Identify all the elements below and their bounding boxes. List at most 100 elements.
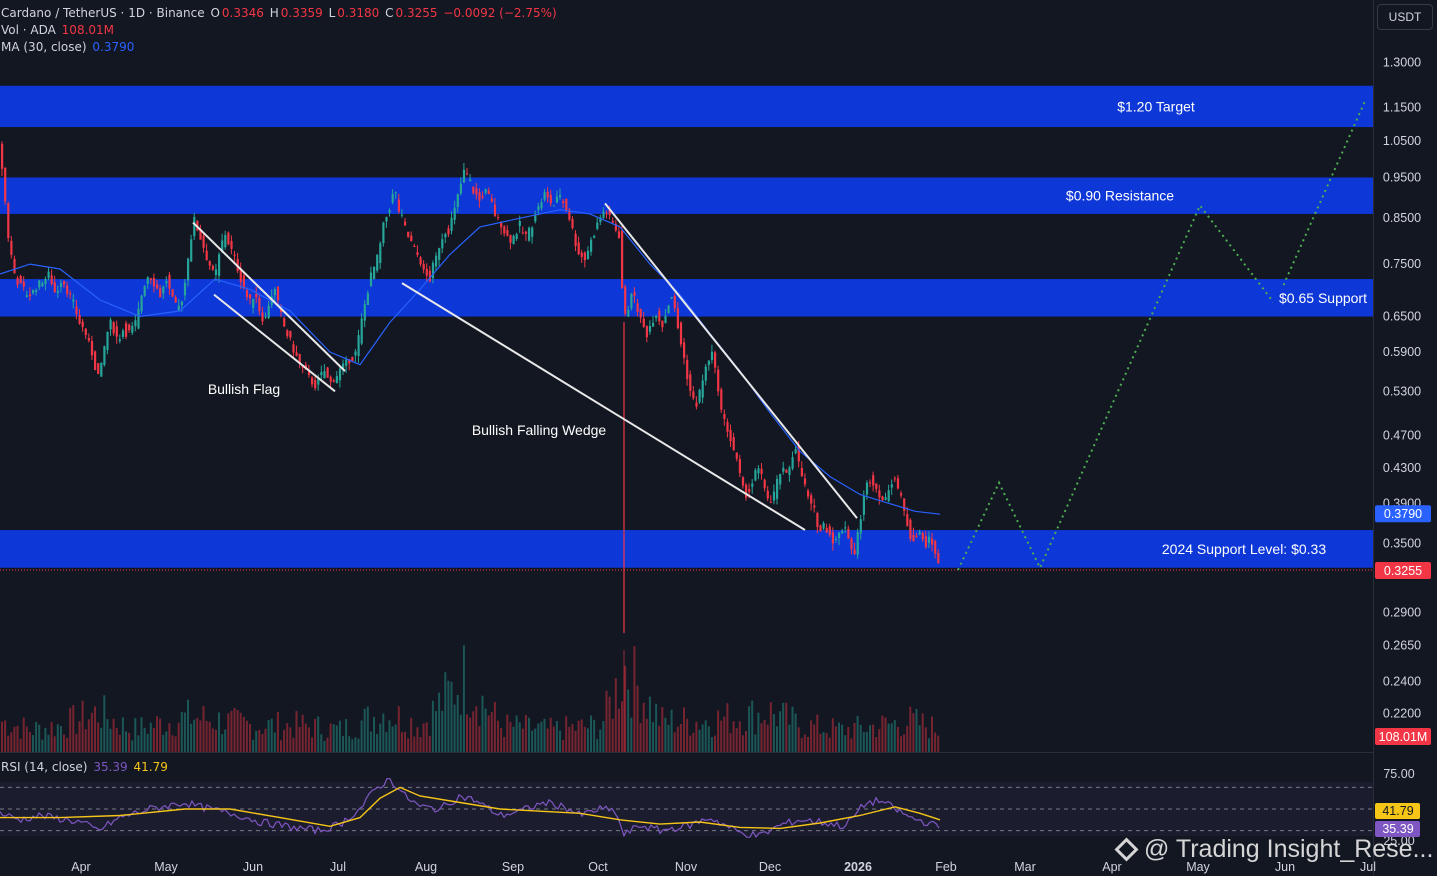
volume-bar xyxy=(245,720,248,752)
volume-bar xyxy=(766,724,769,752)
volume-bar xyxy=(599,729,602,752)
volume-bar xyxy=(329,723,332,752)
candle-body xyxy=(673,295,676,309)
candle-body xyxy=(872,475,875,486)
candle-body xyxy=(199,228,202,240)
rsi-value: 35.39 xyxy=(93,760,128,774)
volume-bar xyxy=(608,696,611,752)
rsi-label: RSI (14, close) xyxy=(1,760,88,774)
volume-bar xyxy=(633,646,636,752)
candle-body xyxy=(373,266,376,280)
volume-bar xyxy=(255,730,258,752)
high-label: H xyxy=(269,6,279,20)
candle-body xyxy=(134,320,137,327)
volume-bar xyxy=(100,727,103,752)
price-tick: 0.5900 xyxy=(1383,345,1421,359)
candle-body xyxy=(332,380,335,382)
rsi-tick: 75.00 xyxy=(1383,767,1414,781)
ma-legend[interactable]: MA (30, close) 0.3790 xyxy=(1,39,136,56)
volume-bar xyxy=(760,723,763,752)
volume-bar xyxy=(447,680,450,752)
candle-body xyxy=(748,489,751,492)
volume-bar xyxy=(276,712,279,752)
volume-bar xyxy=(366,706,369,752)
volume-bar xyxy=(289,727,292,752)
candle-body xyxy=(605,213,608,215)
symbol-title[interactable]: Cardano / TetherUS · 1D · Binance xyxy=(1,6,205,20)
volume-legend[interactable]: Vol · ADA 108.01M xyxy=(1,22,116,39)
candle-body xyxy=(903,498,906,511)
volume-bar xyxy=(593,719,596,752)
volume-bar xyxy=(363,708,366,752)
trendline xyxy=(604,202,858,519)
candle-body xyxy=(518,221,521,227)
candle-body xyxy=(900,493,903,496)
volume-bar xyxy=(676,726,679,752)
volume-bar xyxy=(741,735,744,752)
volume-bar xyxy=(890,723,893,752)
candle-body xyxy=(692,391,695,399)
candle-body xyxy=(165,281,168,284)
candle-body xyxy=(825,527,828,533)
volume-bar xyxy=(283,729,286,752)
candle-body xyxy=(456,193,459,207)
time-axis[interactable]: Apr May Jun Jul Aug Sep Oct Nov Dec 2026 Feb Mar Apr… xyxy=(71,860,1376,874)
volume-bar xyxy=(456,695,459,752)
candle-body xyxy=(35,290,38,292)
volume-bar xyxy=(636,685,639,752)
volume-bar xyxy=(611,718,614,752)
change-value: −0.0092 (−2.75%) xyxy=(443,6,557,20)
candle-body xyxy=(707,360,710,366)
volume-bar xyxy=(174,736,177,752)
volume-bar xyxy=(202,705,205,752)
candle-body xyxy=(534,214,537,222)
volume-bar xyxy=(56,724,59,752)
candle-body xyxy=(419,257,422,265)
candle-body xyxy=(642,318,645,327)
volume-bar xyxy=(121,717,124,752)
volume-bar xyxy=(103,695,106,752)
volume-bar xyxy=(887,723,890,752)
candle-body xyxy=(239,268,242,283)
volume-bar xyxy=(391,726,394,752)
volume-bar xyxy=(152,727,155,752)
volume-bar xyxy=(686,718,689,752)
rsi-legend[interactable]: RSI (14, close) 35.39 41.79 xyxy=(1,759,170,776)
volume-bar xyxy=(906,725,909,752)
currency-button[interactable]: USDT xyxy=(1377,4,1433,30)
candle-body xyxy=(574,233,577,247)
trendline xyxy=(401,282,806,531)
candle-body xyxy=(624,286,627,314)
candle-body xyxy=(807,490,810,497)
candle-body xyxy=(841,531,844,534)
time-tick: Aug xyxy=(415,860,437,874)
time-tick: Feb xyxy=(935,860,957,874)
price-tick: 0.2400 xyxy=(1383,675,1421,689)
candle-body xyxy=(205,250,208,261)
price-axis[interactable]: 1.3000 1.1500 1.0500 0.9500 0.8500 0.7500 0.65… xyxy=(1375,56,1431,849)
candle-body xyxy=(658,310,661,322)
volume-bar xyxy=(903,734,906,752)
candle-body xyxy=(320,372,323,376)
volume-bar xyxy=(937,735,940,752)
candle-body xyxy=(475,188,478,195)
volume-bar xyxy=(59,725,62,752)
price-tick: 0.9500 xyxy=(1383,170,1421,184)
candle-body xyxy=(524,231,528,234)
volume-bar xyxy=(555,721,558,752)
zone-label-bg xyxy=(1273,286,1373,309)
volume-bar xyxy=(692,732,695,752)
time-tick: Mar xyxy=(1014,860,1036,874)
rsi-ma-tag: 41.79 xyxy=(1382,804,1413,818)
volume-bar xyxy=(720,720,723,752)
candle-body xyxy=(38,280,41,288)
watermark: @ Trading Insight_Rese... xyxy=(1114,835,1433,864)
volume-bar xyxy=(444,672,447,752)
candle-body xyxy=(552,205,555,207)
ma-label: MA (30, close) xyxy=(1,40,87,54)
candle-body xyxy=(537,206,540,210)
candle-body xyxy=(838,532,841,538)
zone-label: $1.20 Target xyxy=(1117,98,1195,114)
volume-bar xyxy=(791,706,794,752)
